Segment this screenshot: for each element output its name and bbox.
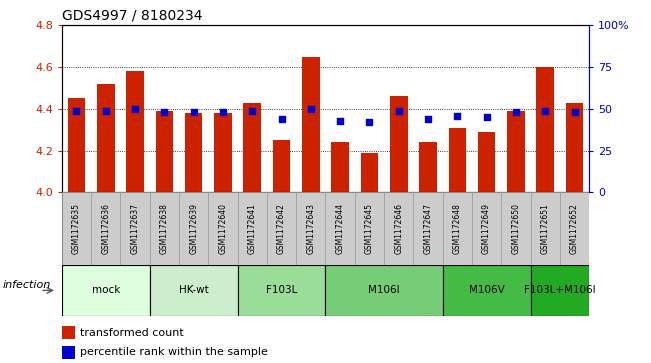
Point (540, 108, 550, 114)
Point (71, 108, 82, 114)
Text: GSM1172642: GSM1172642 (277, 203, 286, 254)
Bar (267, 192, 296, 265)
Text: GSM1172640: GSM1172640 (219, 203, 227, 254)
Text: GSM1172648: GSM1172648 (453, 203, 462, 254)
Bar (478, 132, 495, 192)
Bar (62, 192, 91, 265)
Bar (238, 192, 267, 265)
Bar (536, 67, 554, 192)
Text: GSM1172647: GSM1172647 (424, 203, 432, 254)
Point (335, 118, 345, 123)
Bar (62, 265, 150, 316)
Bar (560, 192, 589, 265)
Text: GSM1172641: GSM1172641 (248, 203, 256, 254)
Bar (443, 265, 531, 316)
Bar (472, 192, 501, 265)
Point (159, 109, 169, 115)
Text: GSM1172636: GSM1172636 (102, 203, 110, 254)
Bar (273, 140, 290, 192)
Bar (449, 128, 466, 192)
Bar (566, 103, 583, 192)
Point (100, 108, 111, 114)
Point (276, 116, 286, 122)
Text: percentile rank within the sample: percentile rank within the sample (80, 347, 268, 357)
Text: GSM1172651: GSM1172651 (541, 203, 549, 254)
Bar (355, 192, 384, 265)
Bar (361, 153, 378, 192)
Bar (326, 265, 443, 316)
Text: GSM1172650: GSM1172650 (512, 203, 520, 254)
Bar (331, 142, 349, 192)
Bar (531, 192, 560, 265)
Point (188, 109, 199, 115)
Bar (120, 192, 150, 265)
Bar (97, 84, 115, 192)
Text: transformed count: transformed count (80, 327, 184, 338)
Bar (413, 192, 443, 265)
Text: GSM1172645: GSM1172645 (365, 203, 374, 254)
Bar (326, 192, 355, 265)
Text: GSM1172649: GSM1172649 (482, 203, 491, 254)
Bar (390, 96, 408, 192)
Point (247, 108, 257, 114)
Text: HK-wt: HK-wt (179, 285, 208, 295)
Bar (185, 113, 202, 192)
Point (364, 119, 374, 125)
Text: GSM1172635: GSM1172635 (72, 203, 81, 254)
Text: mock: mock (92, 285, 120, 295)
Text: M106I: M106I (368, 285, 400, 295)
Bar (419, 142, 437, 192)
Text: GSM1172638: GSM1172638 (160, 203, 169, 254)
Bar (443, 192, 472, 265)
Point (217, 109, 228, 115)
Text: F103L: F103L (266, 285, 298, 295)
Text: GSM1172644: GSM1172644 (336, 203, 344, 254)
Bar (302, 57, 320, 192)
Bar (214, 113, 232, 192)
Bar (126, 71, 144, 192)
Point (130, 106, 140, 112)
Bar (507, 111, 525, 192)
Point (393, 108, 404, 114)
Bar (62, 346, 75, 359)
Text: GSM1172637: GSM1172637 (131, 203, 139, 254)
Bar (150, 265, 238, 316)
Point (569, 109, 579, 115)
Text: GDS4997 / 8180234: GDS4997 / 8180234 (62, 9, 202, 23)
Text: M106V: M106V (469, 285, 505, 295)
Bar (238, 265, 326, 316)
Text: GSM1172652: GSM1172652 (570, 203, 579, 254)
Bar (156, 111, 173, 192)
Bar (150, 192, 179, 265)
Point (423, 116, 434, 122)
Point (510, 109, 521, 115)
Bar (62, 326, 75, 339)
Text: infection: infection (3, 280, 51, 290)
Point (481, 114, 492, 120)
Text: GSM1172643: GSM1172643 (307, 203, 315, 254)
Bar (531, 265, 589, 316)
Bar (384, 192, 413, 265)
Bar (91, 192, 120, 265)
Bar (68, 98, 85, 192)
Text: GSM1172639: GSM1172639 (189, 203, 198, 254)
Bar (296, 192, 326, 265)
Point (452, 113, 462, 118)
Text: GSM1172646: GSM1172646 (395, 203, 403, 254)
Text: F103L+M106I: F103L+M106I (524, 285, 596, 295)
Bar (179, 192, 208, 265)
Point (305, 106, 316, 112)
Bar (501, 192, 531, 265)
Bar (243, 103, 261, 192)
Bar (208, 192, 238, 265)
